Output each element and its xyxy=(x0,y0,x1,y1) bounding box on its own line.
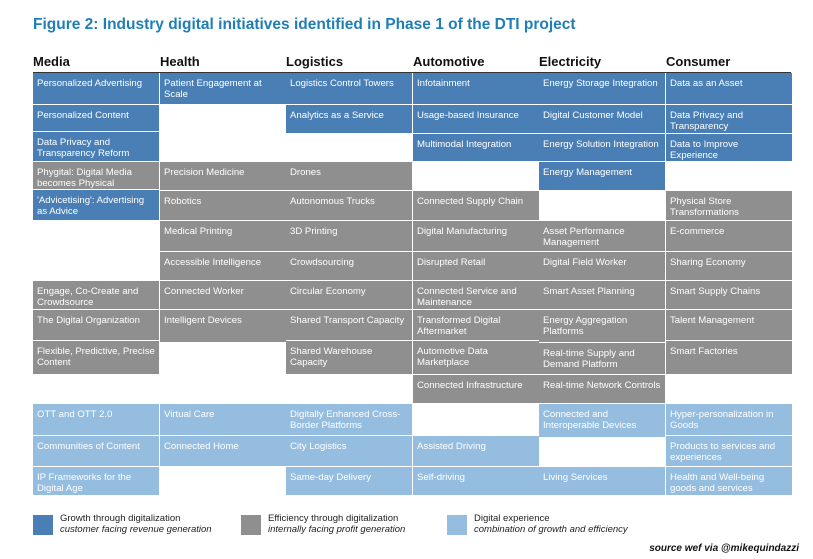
initiative-electricity-energy-solution-integration: Energy Solution Integration xyxy=(539,134,665,161)
legend-label-growth: Growth through digitalization xyxy=(60,513,181,524)
initiative-electricity-digital-field-worker: Digital Field Worker xyxy=(539,252,665,280)
initiative-automotive-multimodal-integration: Multimodal Integration xyxy=(413,134,539,161)
initiative-consumer-products-to-services-and-experiences: Products to services and experiences xyxy=(666,436,792,466)
initiative-logistics-city-logistics: City Logistics xyxy=(286,436,412,466)
column-header-logistics: Logistics xyxy=(286,54,344,69)
initiative-electricity-real-time-supply-and-demand-platform: Real-time Supply and Demand Platform xyxy=(539,343,665,374)
initiative-media-personalized-content: Personalized Content xyxy=(33,105,159,131)
initiative-consumer-talent-management: Talent Management xyxy=(666,310,792,340)
figure-title: Figure 2: Industry digital initiatives i… xyxy=(33,16,576,33)
initiative-logistics-circular-economy: Circular Economy xyxy=(286,281,412,309)
initiative-automotive-infotainment: Infotainment xyxy=(413,73,539,104)
initiative-automotive-disrupted-retail: Disrupted Retail xyxy=(413,252,539,280)
initiative-electricity-real-time-network-controls: Real-time Network Controls xyxy=(539,375,665,403)
initiative-logistics-shared-warehouse-capacity: Shared Warehouse Capacity xyxy=(286,341,412,374)
initiative-media-advicetising-advertising-as-advice: 'Advicetising': Advertising as Advice xyxy=(33,190,159,220)
legend-label-efficiency: Efficiency through digitalization xyxy=(268,513,399,524)
initiative-automotive-usage-based-insurance: Usage-based Insurance xyxy=(413,105,539,133)
initiative-logistics-same-day-delivery: Same-day Delivery xyxy=(286,467,412,495)
legend-swatch-experience xyxy=(447,515,467,535)
initiative-automotive-assisted-driving: Assisted Driving xyxy=(413,436,539,466)
initiative-electricity-energy-storage-integration: Energy Storage Integration xyxy=(539,73,665,104)
legend-swatch-growth xyxy=(33,515,53,535)
initiative-logistics-digitally-enhanced-cross-border-platforms: Digitally Enhanced Cross-Border Platform… xyxy=(286,404,412,435)
legend-label-experience: Digital experience xyxy=(474,513,550,524)
initiative-consumer-smart-supply-chains: Smart Supply Chains xyxy=(666,281,792,309)
column-header-consumer: Consumer xyxy=(666,54,731,69)
initiative-automotive-connected-infrastructure: Connected Infrastructure xyxy=(413,375,539,403)
initiative-consumer-hyper-personalization-in-goods: Hyper-personalization in Goods xyxy=(666,404,792,435)
initiative-logistics-logistics-control-towers: Logistics Control Towers xyxy=(286,73,412,104)
source-credit: source wef via @mikequindazzi xyxy=(649,543,799,554)
initiative-consumer-sharing-economy: Sharing Economy xyxy=(666,252,792,280)
initiative-electricity-energy-aggregation-platforms: Energy Aggregation Platforms xyxy=(539,310,665,342)
initiative-electricity-digital-customer-model: Digital Customer Model xyxy=(539,105,665,133)
initiative-electricity-smart-asset-planning: Smart Asset Planning xyxy=(539,281,665,309)
column-header-electricity: Electricity xyxy=(539,54,602,69)
initiative-media-flexible-predictive-precise-content: Flexible, Predictive, Precise Content xyxy=(33,341,159,374)
initiative-automotive-self-driving: Self-driving xyxy=(413,467,539,495)
initiative-electricity-connected-and-interoperable-devices: Connected and Interoperable Devices xyxy=(539,404,665,437)
initiative-automotive-digital-manufacturing: Digital Manufacturing xyxy=(413,221,539,251)
initiative-logistics-autonomous-trucks: Autonomous Trucks xyxy=(286,191,412,220)
initiative-media-phygital-digital-media-becomes-physical: Phygital: Digital Media becomes Physical xyxy=(33,162,159,189)
initiative-electricity-living-services: Living Services xyxy=(539,467,665,495)
legend-sub-growth: customer facing revenue generation xyxy=(60,524,212,535)
initiative-consumer-e-commerce: E-commerce xyxy=(666,221,792,251)
legend-sub-efficiency: internally facing profit generation xyxy=(268,524,406,535)
initiative-electricity-asset-performance-management: Asset Performance Management xyxy=(539,221,665,251)
legend-item-experience: Digital experience combination of growth… xyxy=(474,513,628,535)
legend-item-efficiency: Efficiency through digitalization intern… xyxy=(268,513,405,535)
header-rule xyxy=(33,72,791,73)
initiative-media-data-privacy-and-transparency-reform: Data Privacy and Transparency Reform xyxy=(33,132,159,161)
column-header-health: Health xyxy=(160,54,200,69)
initiative-consumer-health-and-well-being-goods-and-services: Health and Well-being goods and services xyxy=(666,467,792,495)
legend-sub-experience: combination of growth and efficiency xyxy=(474,524,628,535)
initiative-consumer-physical-store-transformations: Physical Store Transformations xyxy=(666,191,792,220)
initiative-consumer-data-privacy-and-transparency: Data Privacy and Transparency xyxy=(666,105,792,133)
initiative-health-patient-engagement-at-scale: Patient Engagement at Scale xyxy=(160,73,286,104)
initiative-consumer-data-to-improve-experience: Data to Improve Experience xyxy=(666,134,792,161)
initiative-media-the-digital-organization: The Digital Organization xyxy=(33,310,159,340)
initiative-automotive-automotive-data-marketplace: Automotive Data Marketplace xyxy=(413,341,539,374)
initiative-logistics-analytics-as-a-service: Analytics as a Service xyxy=(286,105,412,133)
initiative-health-accessible-intelligence: Accessible Intelligence xyxy=(160,252,286,280)
initiative-automotive-connected-service-and-maintenance: Connected Service and Maintenance xyxy=(413,281,539,309)
initiative-media-personalized-advertising: Personalized Advertising xyxy=(33,73,159,104)
initiative-logistics-crowdsourcing: Crowdsourcing xyxy=(286,252,412,280)
column-header-media: Media xyxy=(33,54,70,69)
initiative-logistics-3d-printing: 3D Printing xyxy=(286,221,412,251)
initiative-electricity-energy-management: Energy Management xyxy=(539,162,665,190)
initiative-health-intelligent-devices: Intelligent Devices xyxy=(160,310,286,342)
initiative-consumer-smart-factories: Smart Factories xyxy=(666,341,792,374)
initiative-media-engage-co-create-and-crowdsource: Engage, Co-Create and Crowdsource xyxy=(33,281,159,309)
initiative-automotive-transformed-digital-aftermarket: Transformed Digital Aftermarket xyxy=(413,310,539,340)
initiative-health-precision-medicine: Precision Medicine xyxy=(160,162,286,190)
legend-item-growth: Growth through digitalization customer f… xyxy=(60,513,212,535)
initiative-health-connected-home: Connected Home xyxy=(160,436,286,466)
initiative-health-robotics: Robotics xyxy=(160,191,286,220)
initiative-health-virtual-care: Virtual Care xyxy=(160,404,286,435)
initiative-automotive-connected-supply-chain: Connected Supply Chain xyxy=(413,191,539,220)
initiative-health-connected-worker: Connected Worker xyxy=(160,281,286,309)
initiative-media-ott-and-ott-2-0: OTT and OTT 2.0 xyxy=(33,404,159,435)
initiative-media-ip-frameworks-for-the-digital-age: IP Frameworks for the Digital Age xyxy=(33,467,159,495)
initiative-logistics-shared-transport-capacity: Shared Transport Capacity xyxy=(286,310,412,340)
column-header-automotive: Automotive xyxy=(413,54,485,69)
initiative-logistics-drones: Drones xyxy=(286,162,412,190)
initiative-media-communities-of-content: Communities of Content xyxy=(33,436,159,466)
legend-swatch-efficiency xyxy=(241,515,261,535)
initiative-consumer-data-as-an-asset: Data as an Asset xyxy=(666,73,792,104)
initiative-health-medical-printing: Medical Printing xyxy=(160,221,286,251)
